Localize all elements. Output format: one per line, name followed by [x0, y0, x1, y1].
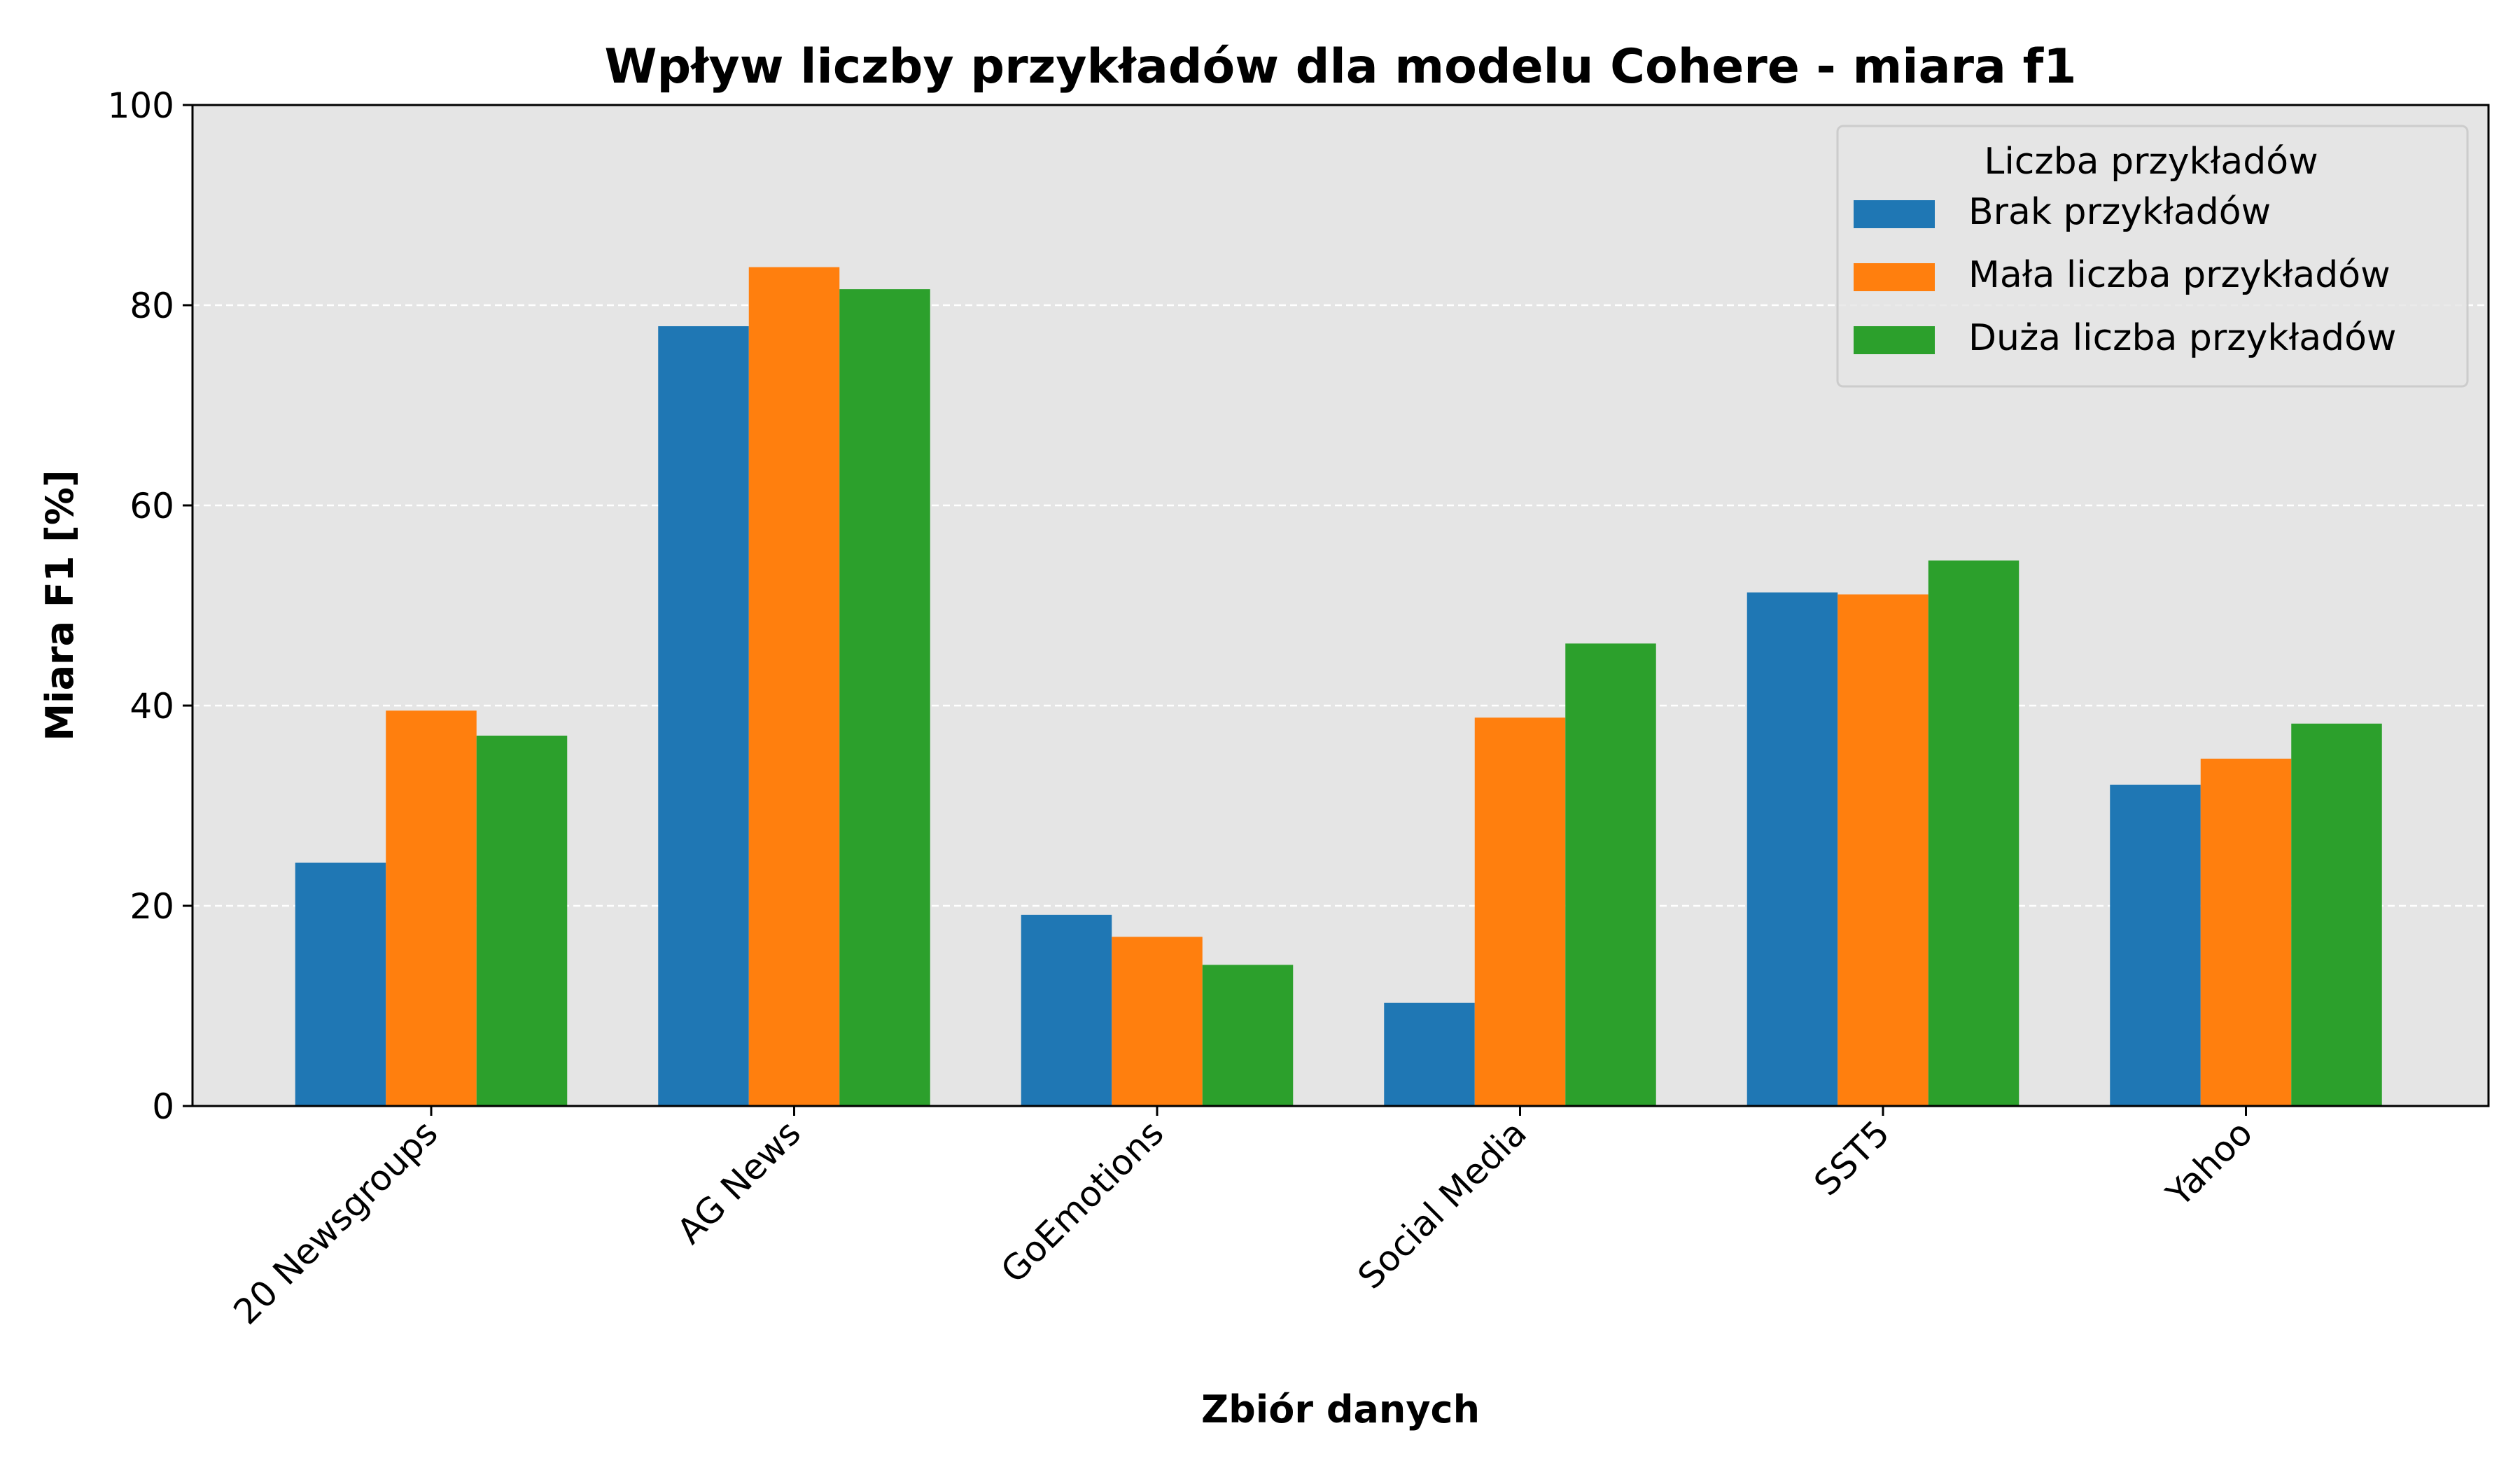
y-tick-label: 80 [130, 286, 174, 326]
y-tick-label: 20 [130, 886, 174, 927]
y-tick-label: 100 [108, 85, 174, 126]
y-tick-label: 60 [130, 486, 174, 526]
bar [295, 862, 386, 1106]
legend-swatch [1854, 326, 1935, 354]
bar [1384, 1002, 1475, 1106]
legend-label: Duża liczba przykładów [1968, 317, 2396, 359]
bar [748, 267, 840, 1106]
bar [839, 289, 930, 1106]
bar [2110, 784, 2201, 1106]
bar [2200, 758, 2292, 1106]
legend-title: Liczba przykładów [1984, 141, 2318, 183]
y-axis-ticks: 0 20 40 60 80 100 [108, 85, 192, 1127]
y-tick-label: 40 [130, 686, 174, 727]
bar [1474, 718, 1566, 1106]
y-axis-label: Miara F1 [%] [38, 470, 82, 741]
bar [2291, 723, 2382, 1106]
bar [1112, 937, 1203, 1106]
legend-label: Mała liczba przykładów [1968, 254, 2390, 296]
bar [386, 710, 477, 1106]
legend: Liczba przykładów Brak przykładów Mała li… [1836, 125, 2469, 388]
legend-swatch [1854, 200, 1935, 228]
bar [1202, 965, 1294, 1106]
bar [1565, 643, 1656, 1106]
bar [658, 326, 749, 1106]
chart-title: Wpływ liczby przykładów dla modelu Coher… [605, 39, 2077, 94]
plot-frame [191, 104, 2490, 1107]
bars [295, 267, 2382, 1106]
bar [1928, 560, 2019, 1106]
legend-box [1836, 125, 2469, 388]
legend-swatch [1854, 263, 1935, 291]
bar [1746, 592, 1838, 1106]
legend-label: Brak przykładów [1968, 191, 2271, 233]
grid-lines [192, 304, 2488, 907]
bar [476, 735, 568, 1106]
x-axis-label: Zbiór danych [1201, 1387, 1480, 1432]
bar [1837, 594, 1928, 1106]
bar [1021, 914, 1112, 1106]
y-tick-label: 0 [152, 1086, 174, 1127]
